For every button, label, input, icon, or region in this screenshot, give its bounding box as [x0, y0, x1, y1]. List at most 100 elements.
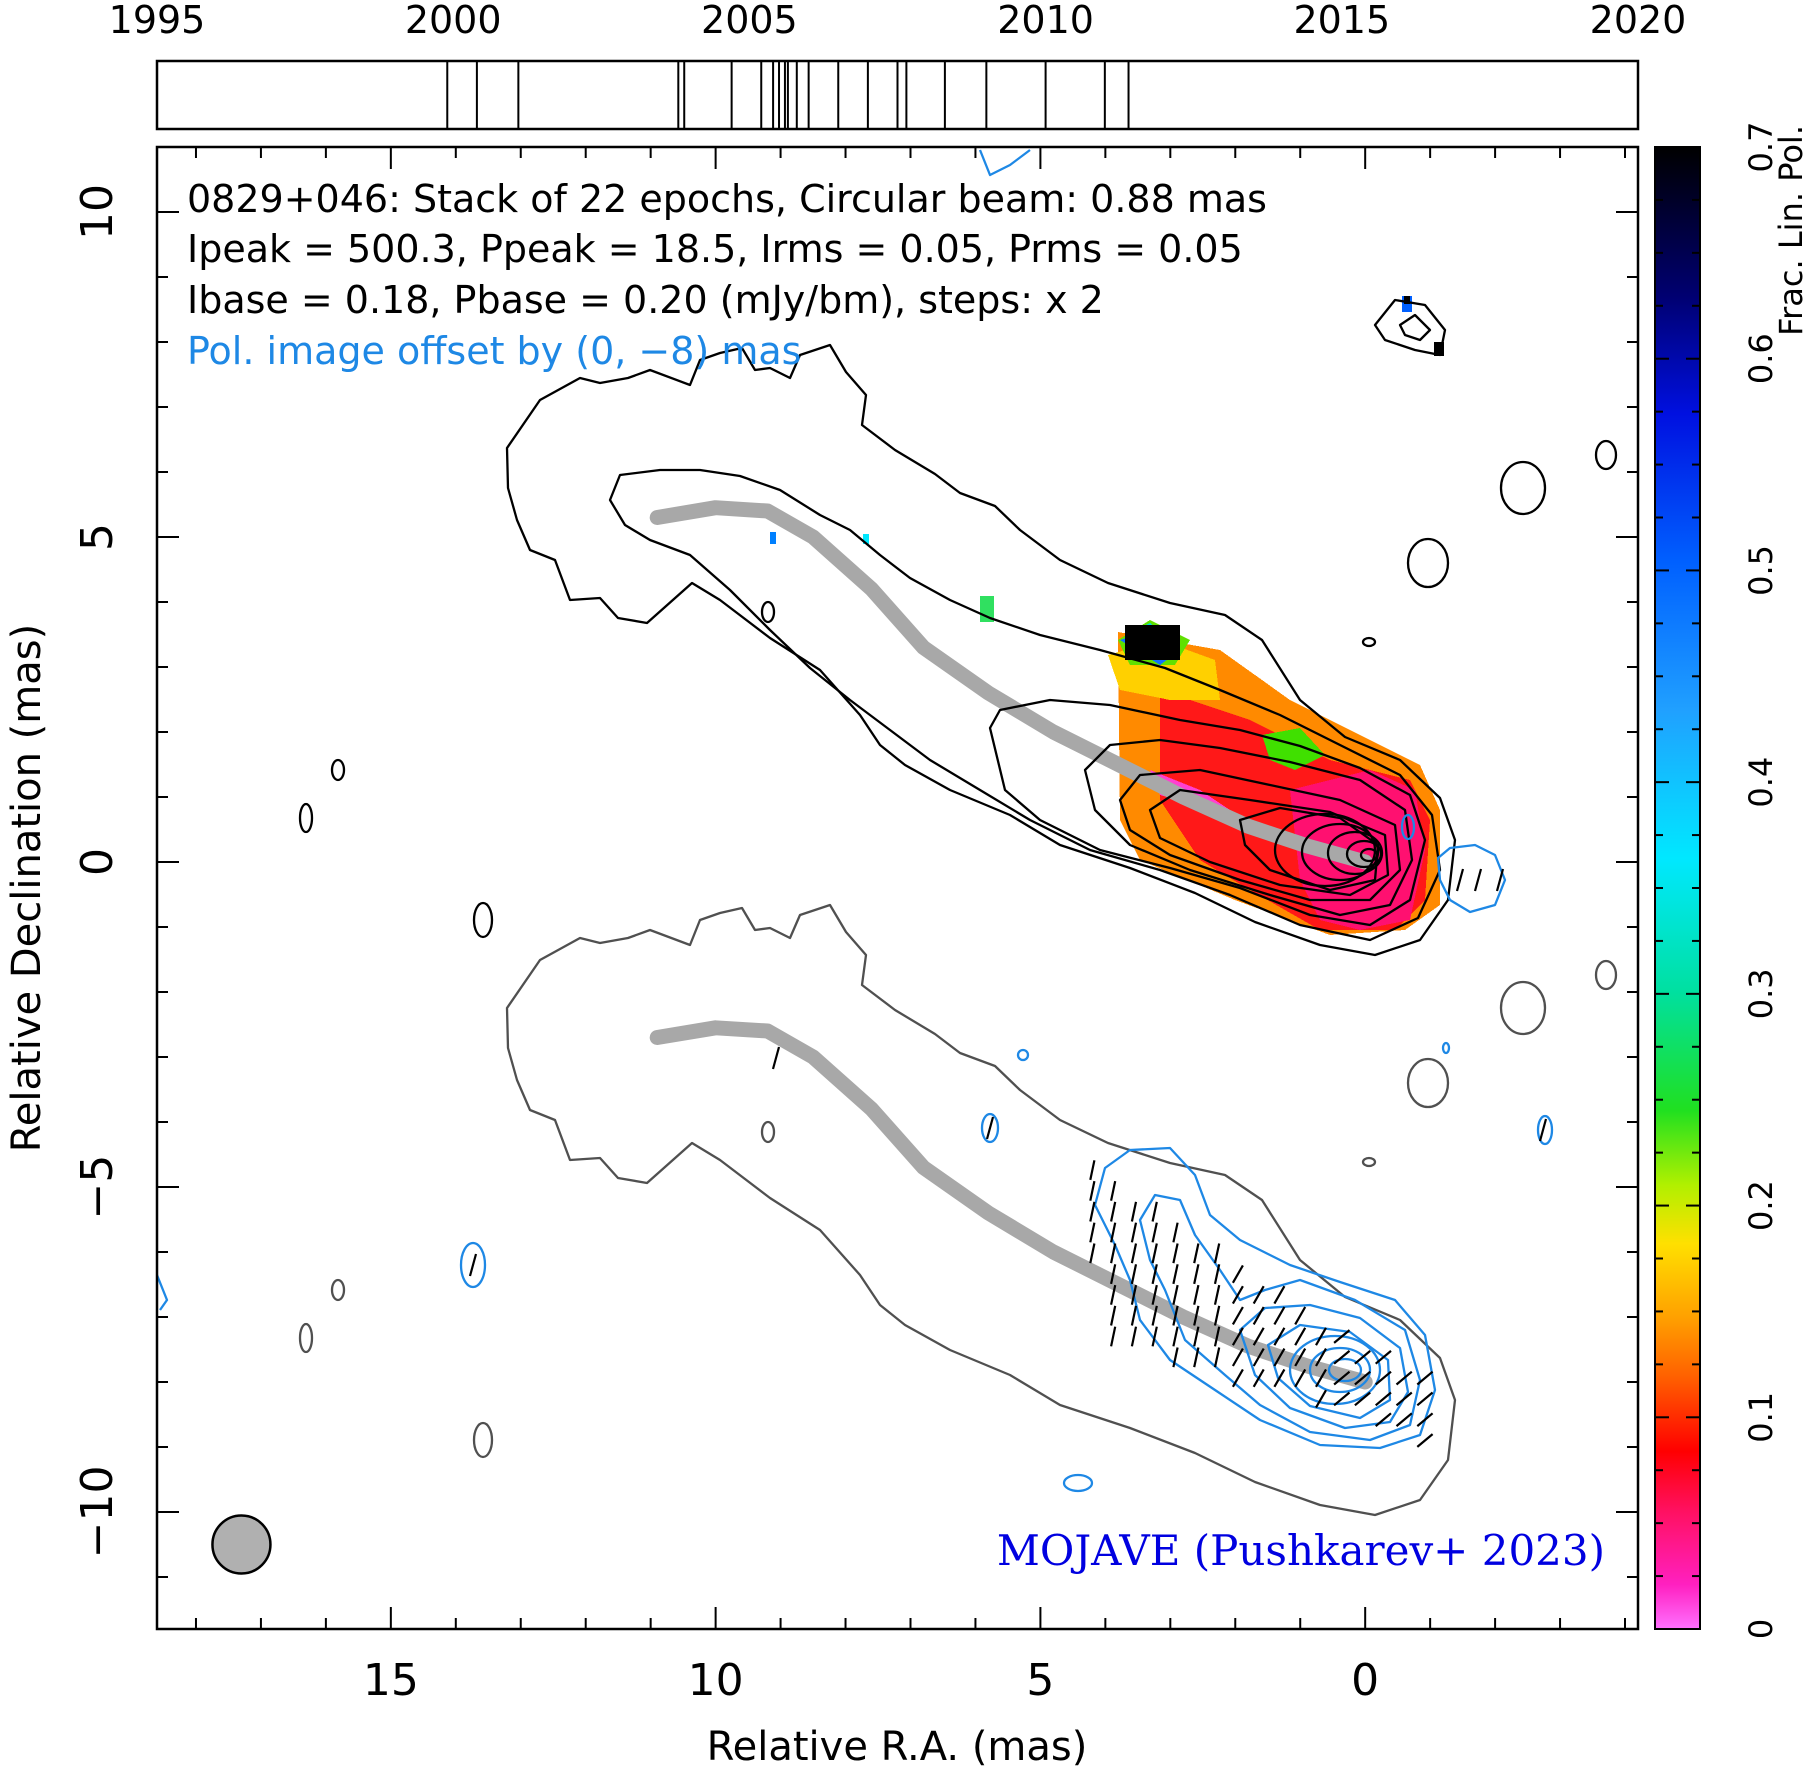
y-tick-label: −5	[72, 1155, 123, 1220]
evpa-stick	[1172, 1305, 1179, 1326]
i-contour-level-5	[1118, 768, 1402, 902]
i-contour-north-blob-inner	[1398, 313, 1432, 342]
evpa-stick	[468, 1253, 478, 1277]
evpa-stick	[1089, 1243, 1096, 1264]
fractional-polarization-image	[770, 296, 1444, 935]
evpa-stick	[1193, 1347, 1200, 1368]
evpa-stick	[1130, 1264, 1138, 1285]
epoch-axis-label: 2005	[701, 0, 798, 42]
i-contour-noise-3	[1594, 439, 1618, 471]
i-contour-noise-1	[1499, 460, 1547, 516]
fracpol-pixel-cyan	[863, 534, 869, 544]
i-contour-noise-8	[298, 802, 314, 834]
evpa-stick	[1213, 1243, 1221, 1264]
evpa-stick	[1538, 1118, 1548, 1142]
evpa-stick	[1130, 1284, 1138, 1305]
total-intensity-contours	[298, 298, 1618, 957]
evpa-stick	[1395, 1412, 1413, 1427]
evpa-stick	[1193, 1284, 1200, 1305]
x-tick-label: 15	[363, 1655, 419, 1706]
evpa-stick	[1294, 1368, 1307, 1388]
evpa-stick	[1273, 1368, 1286, 1388]
evpa-stick	[1151, 1243, 1158, 1264]
x-axis-label: Relative R.A. (mas)	[707, 1724, 1088, 1770]
y-tick-label: 5	[72, 523, 123, 551]
epoch-markers	[446, 61, 1130, 129]
evpa-stick	[1273, 1285, 1286, 1305]
evpa-stick	[1252, 1327, 1265, 1346]
colorbar-tick-label: 0.1	[1742, 1392, 1780, 1443]
evpa-stick	[1110, 1201, 1117, 1222]
colorbar-tick-labels: 0 0.1 0.2 0.3 0.4 0.5 0.6 0.7	[1742, 122, 1780, 1640]
evpa-stick	[1273, 1306, 1286, 1325]
beam-ellipse	[211, 1514, 272, 1575]
evpa-stick	[985, 1116, 995, 1140]
p-contour-level-2	[1138, 1193, 1422, 1442]
colorbar-label: Frac. Lin. Pol.	[1772, 125, 1810, 336]
credit-label: MOJAVE (Pushkarev+ 2023)	[997, 1526, 1605, 1575]
evpa-stick	[1089, 1201, 1096, 1222]
evpa-stick	[1231, 1264, 1244, 1284]
p-contour-upper-west	[1436, 843, 1507, 914]
evpa-stick	[1130, 1201, 1138, 1222]
epoch-axis-label: 1995	[109, 0, 206, 42]
gray-contour-noise-1	[1499, 980, 1547, 1036]
x-tick-label: 0	[1351, 1655, 1379, 1706]
evpa-stick	[1374, 1350, 1392, 1365]
i-contour-level-7	[1238, 806, 1380, 892]
p-contour-noise-1	[459, 1241, 487, 1289]
colorbar-tick-label: 0.6	[1742, 333, 1780, 384]
colorbar: 0 0.1 0.2 0.3 0.4 0.5 0.6 0.7 Frac. Lin. Pol.	[1654, 122, 1810, 1640]
p-contour-level-4	[1266, 1323, 1392, 1420]
evpa-stick	[1416, 1370, 1434, 1386]
evpa-stick	[1395, 1370, 1413, 1386]
evpa-stick	[1089, 1160, 1096, 1181]
i-contour-level-6	[1148, 788, 1390, 897]
evpa-stick	[1110, 1222, 1117, 1243]
evpa-stick	[1213, 1347, 1221, 1368]
evpa-stick	[1151, 1264, 1158, 1285]
colorbar-tick-label: 0.7	[1742, 122, 1780, 173]
y-axis-label: Relative Declination (mas)	[4, 624, 50, 1152]
evpa-stick	[1315, 1327, 1327, 1346]
ridge-line	[649, 500, 1373, 870]
evpa-stick	[1315, 1368, 1327, 1388]
evpa-stick	[1110, 1180, 1117, 1201]
i-contour-noise-4	[1361, 636, 1377, 648]
evpa-stick	[1416, 1433, 1434, 1448]
evpa-stick	[1193, 1326, 1200, 1347]
epoch-axis-label: 2000	[405, 0, 502, 42]
evpa-stick	[1172, 1326, 1179, 1347]
evpa-stick	[1333, 1350, 1351, 1365]
i-contour-north-blob	[1373, 298, 1447, 357]
evpa-stick	[1213, 1305, 1221, 1326]
evpa-stick	[1130, 1243, 1138, 1264]
i-contour-base	[505, 343, 1457, 957]
evpa-stick	[1395, 1391, 1413, 1407]
evpa-stick	[1151, 1222, 1158, 1243]
gray-contour-noise-2	[1406, 1057, 1450, 1109]
colorbar-tick-label: 0	[1742, 1619, 1780, 1639]
x-axis-tick-labels: 15 10 5 0	[363, 1655, 1379, 1706]
p-contour-noise-5	[1016, 1048, 1030, 1062]
evpa-stick	[1333, 1329, 1351, 1344]
evpa-stick	[1110, 1284, 1117, 1305]
epoch-axis-labels: 1995 2000 2005 2010 2015 2020	[109, 0, 1687, 42]
evpa-stick	[1193, 1243, 1200, 1264]
evpa-stick	[1252, 1285, 1265, 1305]
evpa-stick	[1172, 1243, 1179, 1264]
evpa-stick	[1294, 1348, 1307, 1367]
y-tick-label: 0	[72, 848, 123, 876]
evpa-stick	[1089, 1180, 1096, 1201]
evpa-stick	[1354, 1350, 1371, 1365]
map-frame	[155, 145, 1640, 1631]
i-contour-level-11	[1345, 839, 1383, 869]
evpa-stick	[1193, 1305, 1200, 1326]
evpa-stick	[1110, 1305, 1117, 1326]
evpa-stick	[1231, 1368, 1244, 1388]
epoch-axis-label: 2015	[1293, 0, 1390, 42]
x-tick-label: 5	[1026, 1655, 1054, 1706]
evpa-stick	[1252, 1368, 1265, 1388]
evpa-stick	[1110, 1243, 1117, 1264]
